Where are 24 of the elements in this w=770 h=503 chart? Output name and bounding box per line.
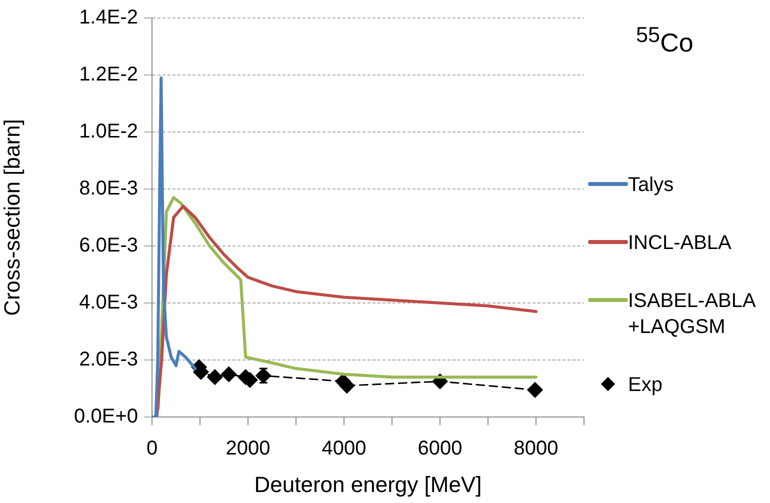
legend-label: Talys — [628, 173, 675, 198]
x-tick-label: 4000 — [322, 438, 366, 460]
text: $^{55}$Co — [636, 22, 694, 59]
y-tick-label: 6.0E-3 — [79, 234, 138, 257]
y-axis-title: Cross-section [barn] — [0, 119, 24, 316]
point — [339, 378, 355, 394]
y-tick-label: 1.0E-2 — [79, 120, 138, 143]
x-tick-label: 0 — [146, 438, 158, 460]
point — [527, 382, 543, 398]
y-tick-label: 4.0E-3 — [79, 292, 138, 314]
y-tick-label: 1.2E-2 — [79, 64, 138, 86]
y-tick-label: 2.0E-3 — [79, 348, 138, 371]
legend-label: INCL-ABLA — [628, 231, 732, 256]
point — [207, 369, 223, 385]
y-tick-label: 0.0E+0 — [74, 406, 138, 428]
x-tick-label: 8000 — [514, 438, 558, 460]
y-tick-label: 8.0E-3 — [79, 178, 138, 200]
y-tick-label: 1.4E-2 — [79, 6, 138, 29]
legend-label: ISABEL-ABLA +LAQGSM — [628, 289, 756, 340]
x-tick-label: 6000 — [418, 438, 462, 460]
x-tick-label: 2000 — [226, 438, 270, 460]
point — [221, 366, 237, 382]
legend-label: Exp — [628, 373, 664, 398]
x-axis-title: Deuteron energy [MeV] — [254, 472, 482, 497]
